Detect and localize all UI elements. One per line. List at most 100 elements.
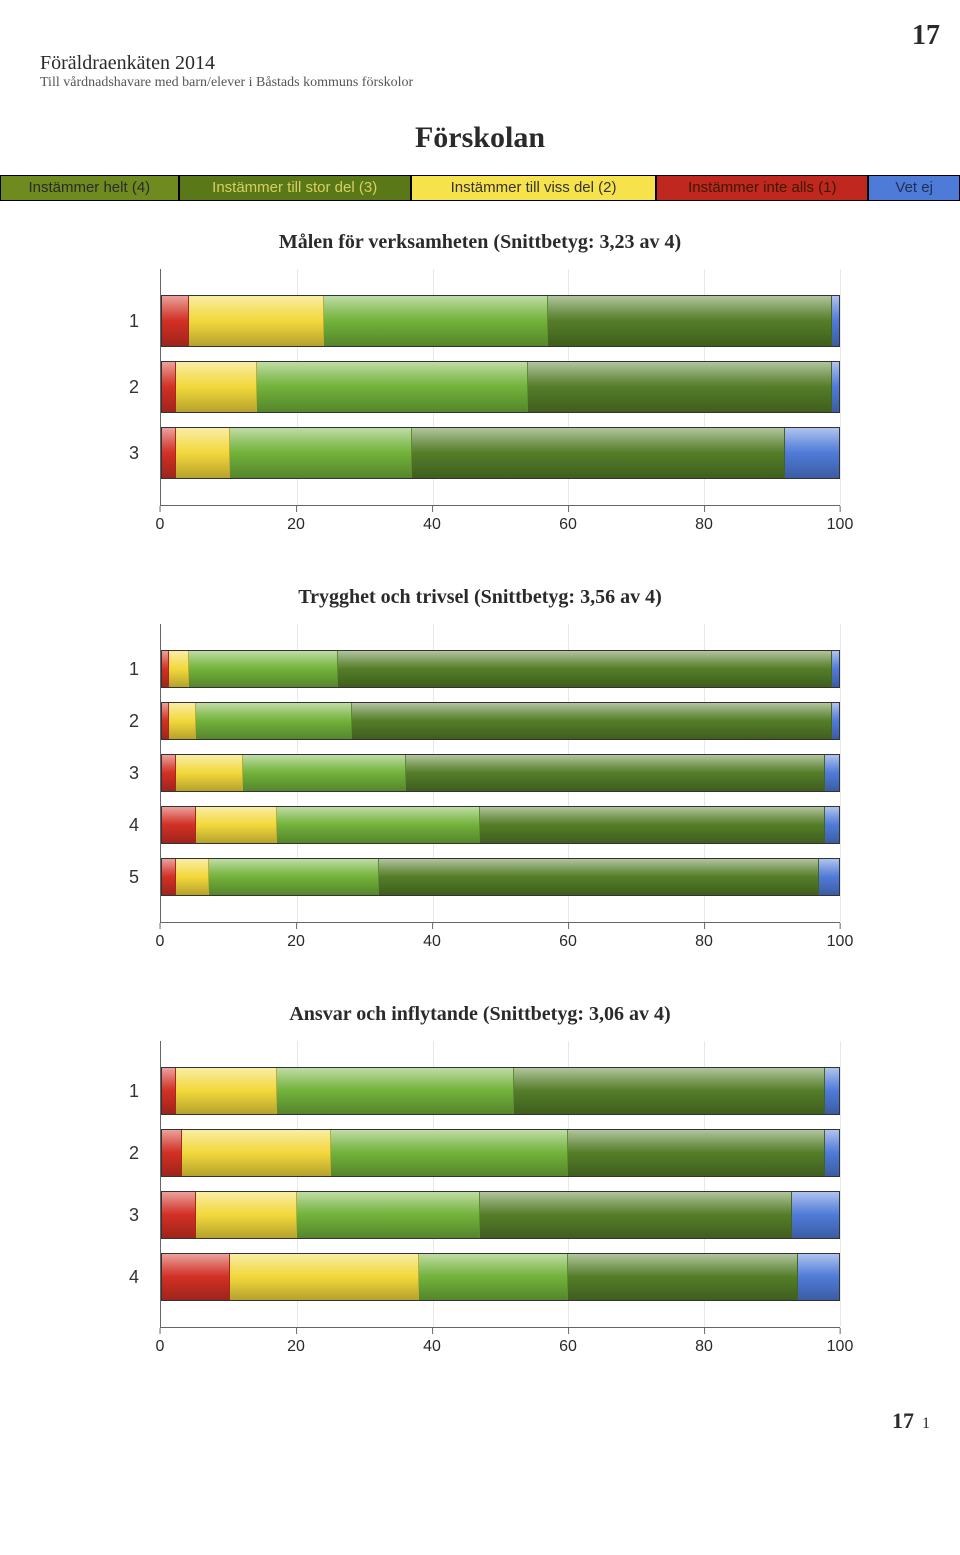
segment-yellow	[169, 651, 189, 687]
x-tick-mark	[704, 506, 705, 512]
segment-red	[162, 1254, 230, 1300]
segment-blue	[825, 807, 839, 843]
x-tick-mark	[432, 1328, 433, 1334]
segment-green_dark	[568, 1130, 825, 1176]
segment-shine	[162, 755, 175, 791]
segment-green_dark	[528, 362, 833, 412]
segment-shine	[412, 428, 783, 478]
x-tick: 80	[695, 933, 713, 951]
segment-red	[162, 807, 196, 843]
x-tick: 60	[559, 516, 577, 534]
segment-shine	[230, 1254, 419, 1300]
segment-shine	[785, 428, 839, 478]
segment-green_light	[230, 428, 413, 478]
segment-shine	[162, 807, 195, 843]
segment-yellow	[182, 1130, 331, 1176]
bar-container	[161, 1129, 840, 1177]
legend-item-1: Instämmer till stor del (3)	[179, 175, 411, 201]
main-title: Förskolan	[0, 121, 960, 155]
chart-section-2: Ansvar och inflytande (Snittbetyg: 3,06 …	[120, 1003, 840, 1368]
page-number-top: 17	[0, 20, 960, 52]
segment-shine	[548, 296, 831, 346]
x-tick-mark	[296, 1328, 297, 1334]
segment-shine	[568, 1254, 797, 1300]
segment-shine	[331, 1130, 567, 1176]
segment-green_light	[196, 703, 352, 739]
segment-shine	[176, 1068, 277, 1114]
legend-item-4: Vet ej	[868, 175, 960, 201]
grid-line	[840, 269, 841, 505]
bar-container	[161, 858, 840, 896]
segment-blue	[825, 1068, 839, 1114]
segment-green_light	[419, 1254, 568, 1300]
chart-section-1: Trygghet och trivsel (Snittbetyg: 3,56 a…	[120, 586, 840, 963]
segment-shine	[169, 651, 188, 687]
chart-plot: 1234	[160, 1041, 840, 1328]
x-tick: 0	[156, 1338, 165, 1356]
segment-red	[162, 1192, 196, 1238]
x-tick: 80	[695, 516, 713, 534]
header-title: Föräldraenkäten 2014	[40, 52, 960, 75]
x-tick: 0	[156, 516, 165, 534]
x-tick: 20	[287, 933, 305, 951]
segment-green_light	[189, 651, 338, 687]
segment-shine	[480, 807, 824, 843]
segment-shine	[162, 1068, 175, 1114]
segment-green_dark	[352, 703, 833, 739]
bar-row: 1	[161, 1067, 840, 1115]
bar-container	[161, 427, 840, 479]
segment-blue	[825, 1130, 839, 1176]
segment-blue	[832, 651, 839, 687]
segment-red	[162, 703, 169, 739]
segment-green_light	[324, 296, 547, 346]
segment-shine	[176, 428, 229, 478]
x-tick-mark	[160, 923, 161, 929]
segment-shine	[162, 1192, 195, 1238]
chart-plot: 123	[160, 269, 840, 506]
segment-shine	[162, 296, 188, 346]
legend-item-0: Instämmer helt (4)	[0, 175, 179, 201]
footer-page: 17	[892, 1408, 914, 1434]
segment-shine	[162, 1130, 181, 1176]
segment-shine	[528, 362, 832, 412]
chart-title: Trygghet och trivsel (Snittbetyg: 3,56 a…	[120, 586, 840, 609]
segment-shine	[277, 1068, 513, 1114]
segment-blue	[798, 1254, 839, 1300]
segment-shine	[162, 362, 175, 412]
x-tick: 40	[423, 933, 441, 951]
segment-shine	[176, 362, 256, 412]
bar-label: 5	[129, 867, 139, 888]
segment-shine	[162, 428, 175, 478]
bar-row: 2	[161, 361, 840, 413]
x-tick: 60	[559, 933, 577, 951]
x-tick-mark	[840, 506, 841, 512]
segment-red	[162, 428, 176, 478]
segment-shine	[798, 1254, 839, 1300]
x-tick: 20	[287, 516, 305, 534]
bar-label: 1	[129, 1081, 139, 1102]
segment-green_light	[297, 1192, 480, 1238]
segment-yellow	[176, 362, 257, 412]
segment-yellow	[230, 1254, 420, 1300]
bar-label: 3	[129, 763, 139, 784]
segment-shine	[825, 1068, 839, 1114]
segment-green_dark	[412, 428, 784, 478]
segment-shine	[419, 1254, 567, 1300]
segment-shine	[230, 428, 412, 478]
segment-shine	[196, 807, 276, 843]
segment-green_light	[331, 1130, 568, 1176]
segment-shine	[297, 1192, 479, 1238]
segment-shine	[196, 1192, 297, 1238]
bar-container	[161, 1067, 840, 1115]
x-tick-mark	[568, 1328, 569, 1334]
segment-green_light	[277, 1068, 514, 1114]
x-tick: 0	[156, 933, 165, 951]
bar-label: 3	[129, 1205, 139, 1226]
chart-plot: 12345	[160, 624, 840, 923]
legend-item-3: Instämmer inte alls (1)	[656, 175, 868, 201]
segment-yellow	[169, 703, 196, 739]
segment-yellow	[176, 428, 230, 478]
x-tick: 80	[695, 1338, 713, 1356]
x-tick-mark	[568, 923, 569, 929]
segment-shine	[825, 755, 839, 791]
